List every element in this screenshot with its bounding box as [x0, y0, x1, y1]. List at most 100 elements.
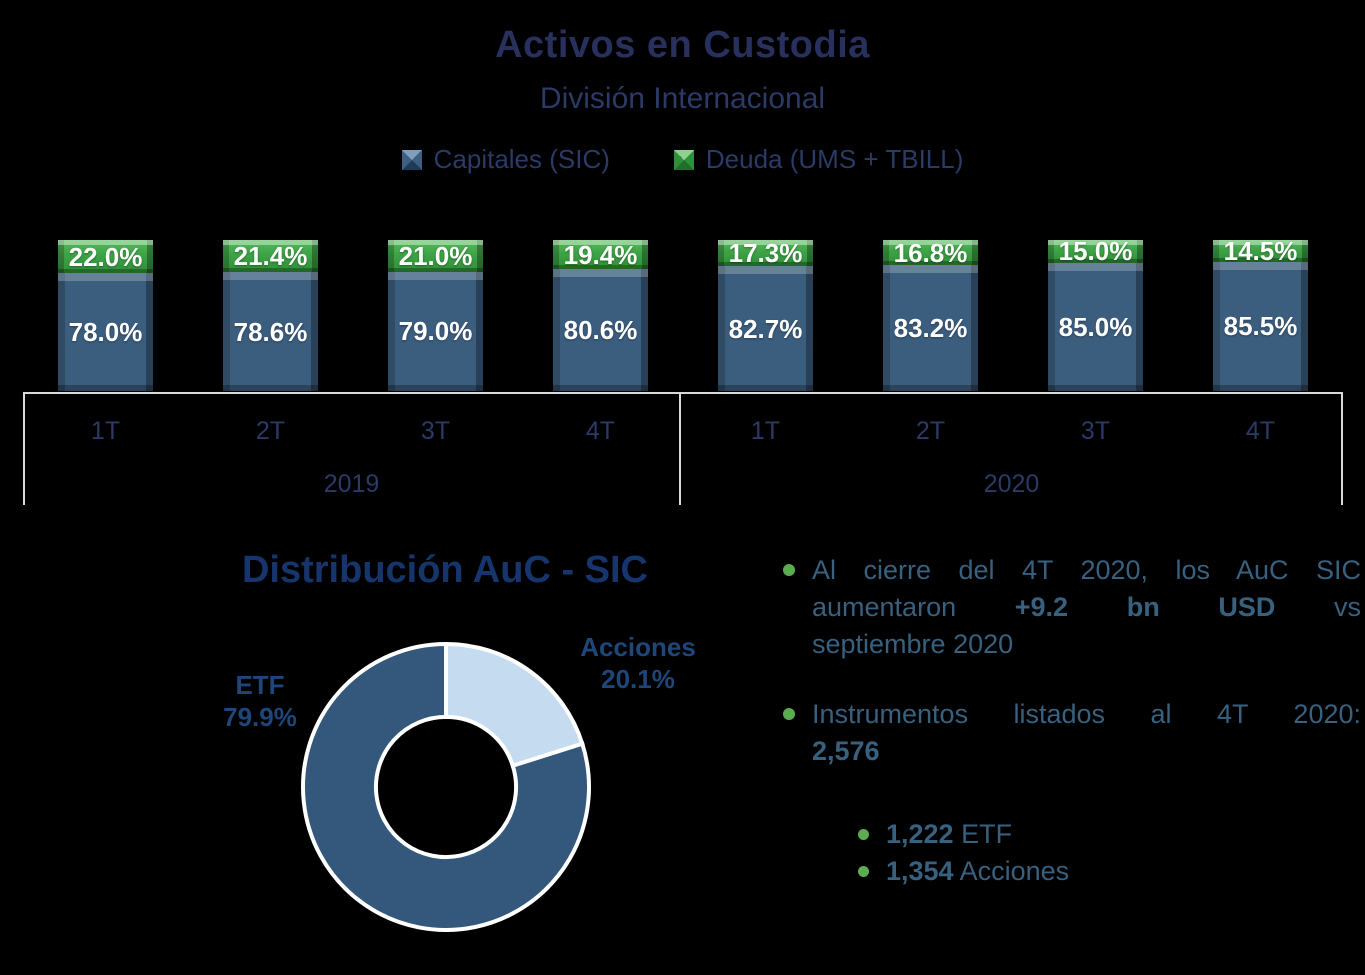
bar-column-2019-4T: 19.4% 80.6% [518, 240, 683, 391]
note-text: septiembre 2020 [812, 629, 1014, 659]
bar-value-label: 17.3% [728, 238, 803, 269]
bar-column-2019-2T: 21.4% 78.6% [188, 240, 353, 391]
note-line: septiembre 2020 [812, 626, 1361, 663]
bar-segment-deuda: 22.0% [58, 240, 153, 274]
donut-label-etf: ETF 79.9% [180, 669, 340, 733]
donut-label-acciones-value: 20.1% [601, 664, 675, 694]
bar: 19.4% 80.6% [553, 240, 648, 391]
axis-divider-left [23, 392, 25, 505]
legend-marker-green-icon [673, 149, 694, 170]
bullet-icon [858, 829, 869, 840]
bar: 17.3% 82.7% [718, 240, 813, 391]
x-axis-tick-label: 2T [915, 417, 946, 445]
sub-bullet-item: 1,222 ETF [858, 816, 1069, 853]
note-line: Instrumentos listados al 4T 2020: [812, 696, 1361, 733]
donut-slice-etf [301, 641, 591, 932]
sub-bullet-text: 1,354 Acciones [886, 856, 1070, 886]
bar-segment-capitales: 82.7% [718, 266, 813, 391]
bar-segment-capitales: 85.0% [1048, 262, 1143, 391]
legend-label: Deuda (UMS + TBILL) [705, 144, 964, 174]
bar-value-label: 21.0% [398, 240, 473, 271]
bar-column-2019-3T: 21.0% 79.0% [353, 240, 518, 391]
bar-segment-deuda: 14.5% [1213, 235, 1308, 266]
bar: 14.5% 85.5% [1213, 235, 1308, 391]
page-subtitle: División Internacional [539, 82, 826, 115]
donut-section-title: Distribución AuC - SIC [241, 549, 649, 591]
bar-column-2020-4T: 14.5% 85.5% [1178, 235, 1343, 391]
sub-bullet-item: 1,354 Acciones [858, 853, 1069, 890]
bar-column-2020-2T: 16.8% 83.2% [848, 240, 1013, 391]
note-line: 2,576 [812, 733, 1361, 770]
bar-segment-deuda: 16.8% [883, 237, 978, 268]
note-highlight: 2,576 [812, 736, 880, 766]
bar-column-2020-1T: 17.3% 82.7% [683, 240, 848, 391]
bar-value-label: 16.8% [893, 237, 968, 268]
x-axis-tick-label: 3T [420, 417, 451, 445]
bar-segment-capitales: 83.2% [883, 265, 978, 391]
bar-segment-deuda: 19.4% [553, 239, 648, 270]
bar-segment-capitales: 78.6% [223, 272, 318, 391]
x-axis-tick-labels: 1T 2T 3T 4T 1T 2T 3T 4T [23, 417, 1343, 447]
x-axis-tick-label: 2T [255, 417, 286, 445]
bar-value-label: 22.0% [68, 241, 143, 272]
bar: 21.4% 78.6% [223, 240, 318, 391]
bar-segment-deuda: 21.0% [388, 240, 483, 272]
bar-value-label: 19.4% [563, 239, 638, 270]
bar-segment-capitales: 80.6% [553, 269, 648, 391]
bar: 15.0% 85.0% [1048, 236, 1143, 391]
bar-value-label: 15.0% [1058, 236, 1133, 267]
bar-value-label: 80.6% [563, 315, 638, 346]
bar-value-label: 85.0% [1058, 311, 1133, 342]
bar-value-label: 78.0% [68, 317, 143, 348]
page-title: Activos en Custodia [495, 24, 870, 66]
x-axis-line [23, 392, 1343, 394]
bar-segment-capitales: 78.0% [58, 273, 153, 391]
note-highlight: +9.2 bn USD [1014, 592, 1276, 622]
axis-divider-right [1341, 392, 1343, 505]
bar-value-label: 14.5% [1223, 235, 1298, 266]
legend-label: Capitales (SIC) [433, 144, 610, 174]
bar-column-2020-3T: 15.0% 85.0% [1013, 236, 1178, 391]
stacked-bar-chart: 22.0% 78.0% 21.4% 78.6% 21.0% 79.0% 19.4% 80.6%… [23, 235, 1343, 391]
donut-label-acciones: Acciones 20.1% [548, 631, 728, 695]
donut-chart [301, 641, 591, 932]
x-axis-tick-label: 3T [1080, 417, 1111, 445]
sub-bullet-text: 1,222 ETF [886, 819, 1013, 849]
note-line: Al cierre del 4T 2020, los AuC SIC [812, 552, 1361, 589]
year-label-2019: 2019 [323, 470, 380, 498]
note-bullet-1: Al cierre del 4T 2020, los AuC SIC aument… [812, 552, 1361, 663]
bar: 22.0% 78.0% [58, 240, 153, 391]
note-sub-bullets: 1,222 ETF 1,354 Acciones [858, 816, 1069, 890]
bar-value-label: 78.6% [233, 316, 308, 347]
note-text: vs [1275, 592, 1361, 622]
bar-value-label: 85.5% [1223, 311, 1298, 342]
sub-bullet-number: 1,222 [886, 819, 954, 849]
legend-marker-blue-icon [401, 149, 422, 170]
bar-value-label: 83.2% [893, 313, 968, 344]
donut-slice-acciones [444, 641, 585, 769]
bar-segment-deuda: 21.4% [223, 240, 318, 273]
bar-segment-capitales: 85.5% [1213, 261, 1308, 391]
bar-segment-deuda: 15.0% [1048, 236, 1143, 267]
bar-column-2019-1T: 22.0% 78.0% [23, 240, 188, 391]
note-bullet-2: Instrumentos listados al 4T 2020: 2,576 [812, 696, 1361, 770]
note-text: Instrumentos listados al 4T 2020: [812, 699, 1361, 729]
bullet-icon [783, 708, 795, 720]
donut-label-etf-value: 79.9% [223, 702, 297, 732]
note-line: aumentaron +9.2 bn USD vs [812, 589, 1361, 626]
x-axis-tick-label: 4T [1245, 417, 1276, 445]
note-text: aumentaron [812, 592, 1015, 622]
legend-item-deuda: Deuda (UMS + TBILL) [673, 144, 964, 175]
bar-value-label: 21.4% [233, 241, 308, 272]
bar: 21.0% 79.0% [388, 240, 483, 391]
bar: 16.8% 83.2% [883, 240, 978, 391]
chart-legend: Capitales (SIC) Deuda (UMS + TBILL) [0, 144, 1365, 175]
note-text: Al cierre del 4T 2020, los AuC SIC [812, 555, 1361, 585]
axis-divider-middle [679, 392, 681, 505]
bullet-icon [858, 866, 869, 877]
bullet-icon [783, 564, 795, 576]
sub-bullet-number: 1,354 [886, 856, 954, 886]
bar-value-label: 79.0% [398, 316, 473, 347]
year-label-2020: 2020 [983, 470, 1040, 498]
